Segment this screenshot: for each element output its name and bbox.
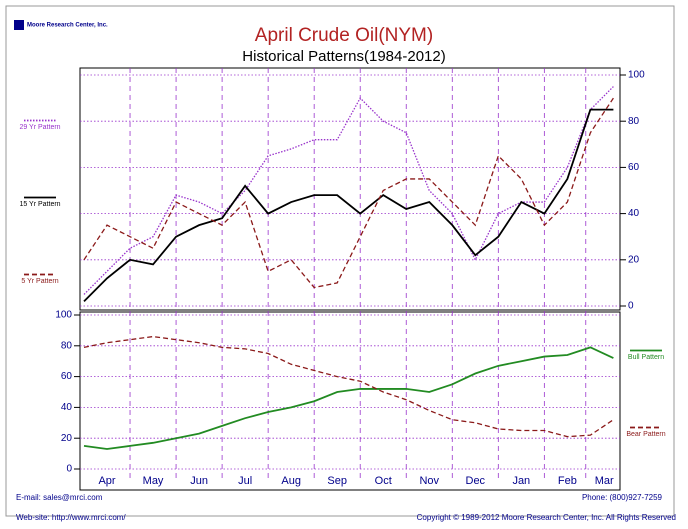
x-tick-label: Mar bbox=[595, 475, 614, 487]
x-tick-label: Jul bbox=[238, 475, 252, 487]
top-panel bbox=[79, 67, 621, 311]
x-tick-label: Dec bbox=[466, 475, 486, 487]
website: Web-site: http://www.mrci.com/ bbox=[16, 513, 126, 522]
x-tick-label: Feb bbox=[558, 475, 577, 487]
page-frame bbox=[5, 5, 675, 517]
x-tick-label: Jun bbox=[190, 475, 208, 487]
x-tick-label: Apr bbox=[98, 475, 115, 487]
y-tick-label: 40 bbox=[628, 208, 640, 219]
legend-label: 15 Yr Pattern bbox=[19, 200, 61, 208]
legend-label: 5 Yr Pattern bbox=[21, 277, 59, 285]
series-line bbox=[83, 346, 614, 450]
y-tick-label: 100 bbox=[55, 310, 72, 321]
y-tick-label: 0 bbox=[628, 301, 634, 312]
series-line bbox=[83, 86, 614, 295]
chart-subtitle: Historical Patterns(1984-2012) bbox=[242, 48, 445, 65]
chart-title: April Crude Oil(NYM) bbox=[255, 25, 433, 46]
y-tick-label: 80 bbox=[61, 340, 73, 351]
y-tick-label: 60 bbox=[61, 371, 73, 382]
x-tick-label: Sep bbox=[327, 475, 347, 487]
y-tick-label: 0 bbox=[66, 464, 72, 475]
y-tick-label: 60 bbox=[628, 162, 640, 173]
copyright: Copyright © 1989-2012 Moore Research Cen… bbox=[416, 513, 676, 522]
y-tick-label: 20 bbox=[628, 254, 640, 265]
y-tick-label: 80 bbox=[628, 116, 640, 127]
x-tick-label: Oct bbox=[375, 475, 392, 487]
series-line bbox=[83, 335, 614, 438]
x-tick-label: Nov bbox=[419, 475, 439, 487]
series-line bbox=[83, 97, 614, 289]
phone: Phone: (800)927-7259 bbox=[581, 493, 662, 502]
x-tick-label: Jan bbox=[512, 475, 530, 487]
y-tick-label: 40 bbox=[61, 402, 73, 413]
email: E-mail: sales@mrci.com bbox=[16, 493, 103, 502]
logo-icon bbox=[14, 20, 24, 30]
logo: Moore Research Center, Inc. bbox=[27, 23, 108, 29]
legend-label: 29 Yr Pattern bbox=[19, 123, 61, 131]
x-tick-label: Aug bbox=[281, 475, 301, 487]
series-line bbox=[83, 108, 614, 303]
y-tick-label: 20 bbox=[61, 433, 73, 444]
legend-label: Bull Pattern bbox=[627, 353, 665, 361]
bottom-panel bbox=[79, 311, 621, 491]
y-tick-label: 100 bbox=[628, 70, 645, 81]
legend-label: Bear Pattern bbox=[626, 430, 666, 438]
x-tick-label: May bbox=[143, 475, 164, 487]
